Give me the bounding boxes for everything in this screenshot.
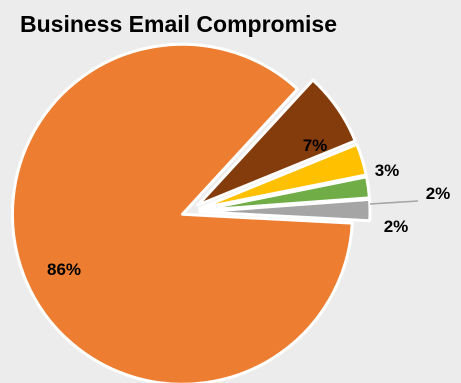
- data-label-1: 7%: [303, 136, 328, 155]
- data-label-0: 86%: [47, 260, 81, 279]
- data-label-2: 3%: [375, 161, 400, 180]
- pie-slice-3: [198, 175, 371, 212]
- pie-slice-2: [197, 142, 368, 211]
- data-label-4: 2%: [384, 217, 409, 236]
- leader-line: [369, 200, 419, 205]
- pie-slice-1: [196, 78, 357, 207]
- pie-slice-4: [198, 197, 372, 223]
- chart-title: Business Email Compromise: [20, 11, 337, 37]
- data-label-3: 2%: [426, 184, 451, 203]
- pie-slice-0: [10, 42, 354, 383]
